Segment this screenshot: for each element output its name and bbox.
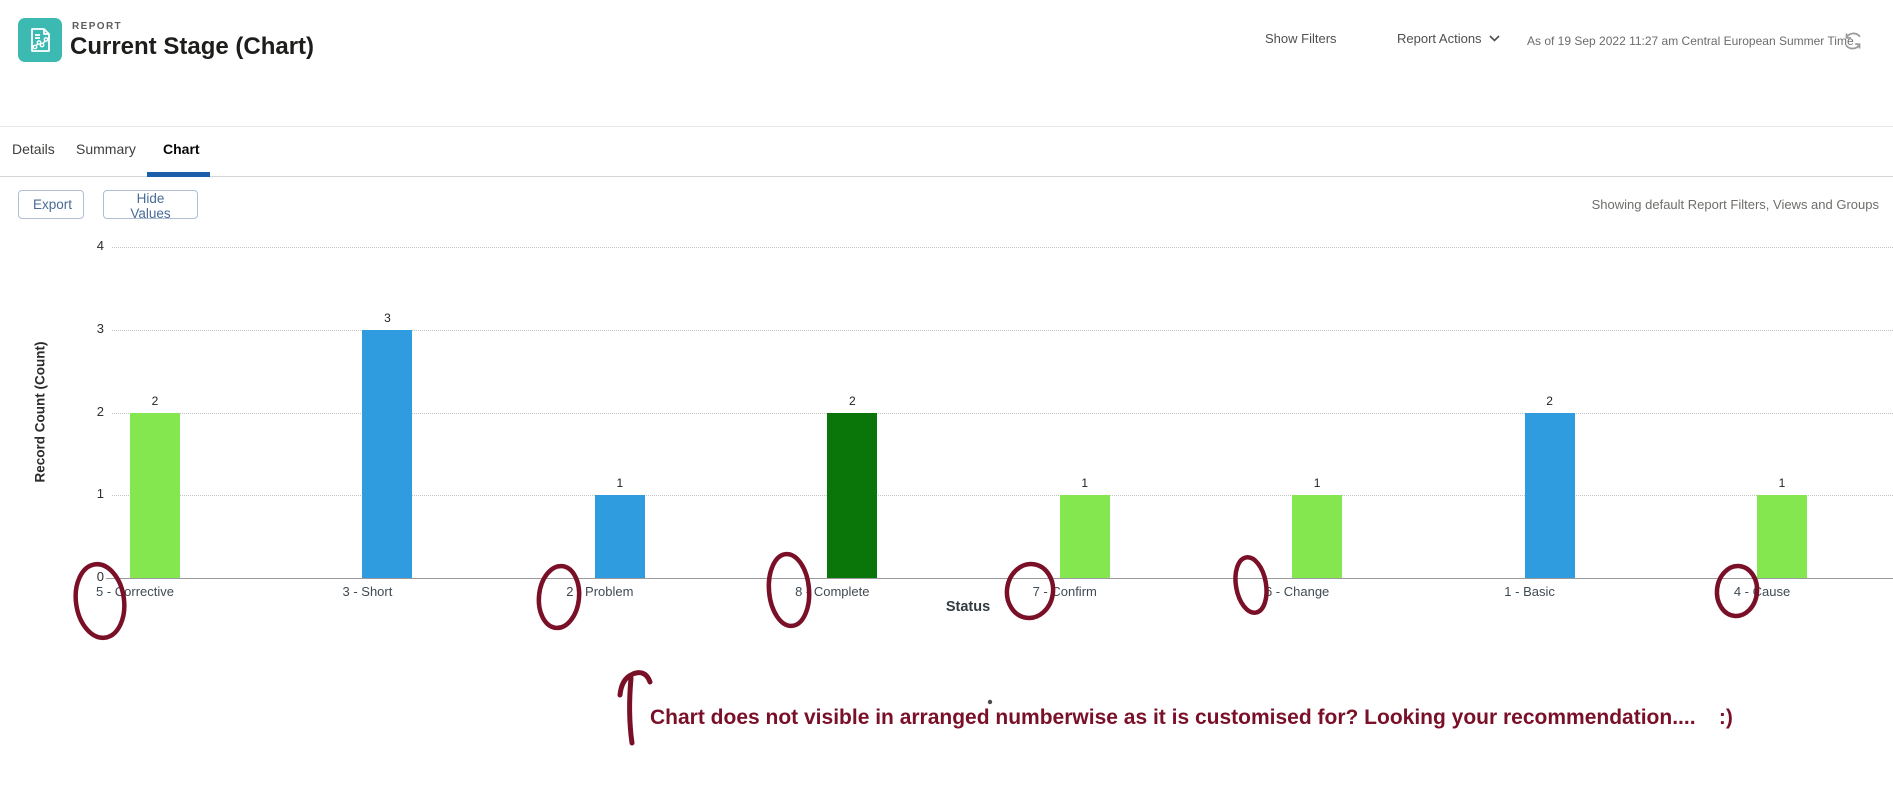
bar-value-label: 2 xyxy=(1546,393,1553,408)
x-category-label: 2 - Problem xyxy=(566,584,634,599)
active-tab-underline xyxy=(147,172,210,177)
gridline xyxy=(112,495,1893,497)
gridline xyxy=(112,247,1893,248)
chart-bar[interactable] xyxy=(1757,495,1807,578)
report-timestamp: As of 19 Sep 2022 11:27 am Central Europ… xyxy=(1527,34,1854,48)
bar-value-label: 3 xyxy=(384,310,391,325)
y-tick-label: 4 xyxy=(96,238,104,253)
x-category-label: 1 - Basic xyxy=(1504,584,1555,599)
report-actions-label: Report Actions xyxy=(1397,31,1482,46)
chart-bar[interactable] xyxy=(362,329,413,578)
bar-value-label: 1 xyxy=(1313,476,1321,491)
chart-bar[interactable] xyxy=(130,412,180,578)
tab-bar: Details Summary Chart xyxy=(0,126,1893,177)
chart-bar[interactable] xyxy=(827,412,878,578)
filters-note: Showing default Report Filters, Views an… xyxy=(1591,197,1879,212)
stray-dot xyxy=(987,699,993,705)
tab-summary[interactable]: Summary xyxy=(76,141,136,157)
bar-value-label: 2 xyxy=(848,393,856,408)
refresh-icon xyxy=(1845,32,1861,50)
y-tick-label: 0 xyxy=(96,569,104,584)
x-category-label: 4 - Cause xyxy=(1733,584,1791,599)
refresh-button[interactable] xyxy=(1840,28,1866,54)
export-button[interactable]: Export xyxy=(18,190,84,219)
y-tick-label: 2 xyxy=(96,403,104,419)
hand-drawn-arrow xyxy=(627,675,635,746)
report-eyebrow: REPORT xyxy=(72,21,123,32)
report-icon xyxy=(18,18,62,62)
report-actions-button[interactable]: Report Actions xyxy=(1397,31,1500,46)
chart-bar[interactable] xyxy=(1524,412,1575,578)
y-axis-title: Record Count (Count) xyxy=(32,341,48,483)
x-category-label: 5 - Corrective xyxy=(95,584,175,599)
tab-details[interactable]: Details xyxy=(12,141,55,157)
hide-values-button[interactable]: Hide Values xyxy=(103,190,198,221)
chart-bar[interactable] xyxy=(1292,495,1343,578)
y-tick-label: 3 xyxy=(96,320,104,336)
hand-drawn-arrow xyxy=(617,670,653,698)
bar-value-label: 1 xyxy=(1081,476,1089,491)
chevron-down-icon xyxy=(1488,35,1500,42)
x-axis-line xyxy=(106,578,1893,579)
x-axis-title: Status xyxy=(945,599,991,615)
gridline xyxy=(112,329,1893,331)
gridline xyxy=(112,412,1893,414)
chart-bar[interactable] xyxy=(594,495,645,578)
chart-bar[interactable] xyxy=(1059,495,1110,578)
x-category-label: 6 - Change xyxy=(1264,584,1330,599)
annotation-comment: Chart does not visible in arranged numbe… xyxy=(650,706,1733,729)
y-tick-label: 1 xyxy=(96,486,104,502)
show-filters-button[interactable]: Show Filters xyxy=(1265,31,1337,46)
bar-value-label: 1 xyxy=(1778,476,1786,491)
bar-value-label: 2 xyxy=(151,393,159,408)
report-chart-icon xyxy=(31,28,50,52)
page-title: Current Stage (Chart) xyxy=(70,33,315,60)
tab-chart[interactable]: Chart xyxy=(163,141,200,157)
x-category-label: 8 - Complete xyxy=(795,584,870,599)
bar-value-label: 1 xyxy=(616,476,624,491)
x-category-label: 7 - Confirm xyxy=(1032,584,1097,599)
x-category-label: 3 - Short xyxy=(342,584,393,599)
